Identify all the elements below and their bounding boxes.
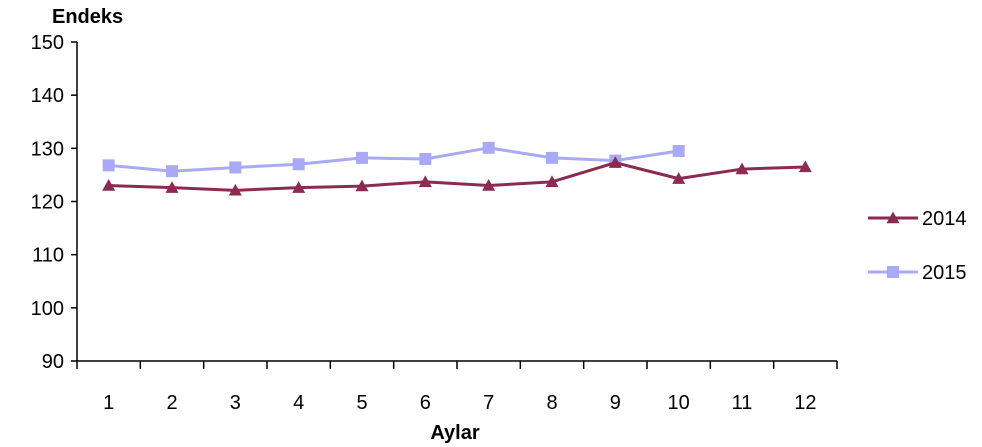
series-line-2015 <box>108 146 679 173</box>
data-point-2014 <box>418 175 432 188</box>
data-point-2014 <box>735 162 749 175</box>
y-tick-label: 90 <box>42 351 64 373</box>
data-point-2015 <box>356 151 368 164</box>
series-2014 <box>102 156 812 196</box>
y-tick-label: 110 <box>32 245 64 267</box>
y-tick-label: 140 <box>31 85 64 107</box>
x-tick-label: 3 <box>230 392 241 414</box>
legend-marker <box>886 211 900 224</box>
data-point-2014 <box>292 181 306 193</box>
x-tick-label: 12 <box>794 392 816 414</box>
x-tick-label: 6 <box>420 392 431 414</box>
x-tick-label: 4 <box>293 392 304 414</box>
data-point-2015 <box>672 144 685 157</box>
data-point-2014 <box>545 175 559 188</box>
y-tick-label: 120 <box>31 192 64 214</box>
x-tick-label: 10 <box>668 392 690 414</box>
data-point-2014 <box>165 181 179 193</box>
data-point-2015 <box>166 165 178 178</box>
legend-item-2014: 2014 <box>868 208 967 230</box>
data-point-2014 <box>228 183 242 196</box>
x-tick-label: 9 <box>610 392 621 414</box>
series-layer <box>102 141 812 196</box>
x-tick-label: 1 <box>103 392 114 414</box>
data-point-2014 <box>608 156 622 168</box>
x-axis-title: Aylar <box>430 422 480 444</box>
data-point-2014 <box>355 179 369 192</box>
data-point-2014 <box>798 160 812 173</box>
y-tick-label: 130 <box>31 138 64 160</box>
y-tick-label: 150 <box>31 32 64 54</box>
x-tick-label: 7 <box>483 392 494 414</box>
y-axis-ticks: 90 100 110 120 130 140 150 <box>31 32 77 373</box>
data-point-2014 <box>482 179 496 191</box>
x-tick-label: 5 <box>356 392 367 414</box>
data-point-2014 <box>672 172 686 184</box>
legend-item-2015: 2015 <box>868 262 967 284</box>
x-tick-label: 8 <box>546 392 557 414</box>
legend-label: 2015 <box>922 262 967 284</box>
data-point-2015 <box>482 141 495 154</box>
series-line-2014 <box>108 161 806 192</box>
data-point-2015 <box>102 159 115 172</box>
x-tick-label: 2 <box>166 392 177 414</box>
data-point-2014 <box>102 179 116 191</box>
x-axis-ticks: 1 2 3 4 5 6 7 8 9 10 11 12 <box>76 361 838 414</box>
data-point-2015 <box>546 151 558 164</box>
series-2015 <box>102 141 685 178</box>
data-point-2015 <box>292 158 305 171</box>
legend-label: 2014 <box>922 208 967 230</box>
y-axis-title: Endeks <box>52 6 123 28</box>
x-tick-label: 11 <box>732 392 753 414</box>
legend-marker <box>887 266 899 278</box>
y-tick-label: 100 <box>31 298 64 320</box>
data-point-2015 <box>229 161 242 174</box>
axes <box>76 42 837 362</box>
data-point-2015 <box>419 152 432 165</box>
legend: 2014 2015 <box>868 208 967 284</box>
